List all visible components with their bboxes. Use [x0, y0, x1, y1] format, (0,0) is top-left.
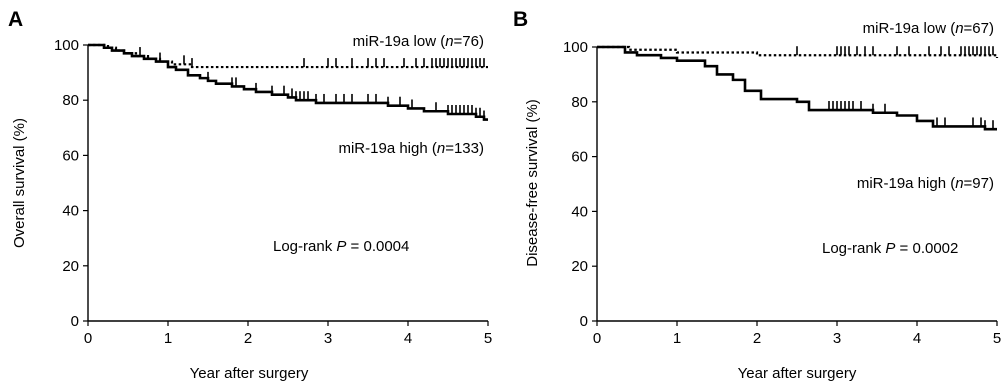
panel-b-y-tick-label: 100 [563, 39, 588, 56]
panel-b-y-tick-label: 40 [571, 203, 588, 220]
panel-b-x-tick-label: 3 [833, 330, 841, 347]
panel-a-x-tick-label: 3 [324, 330, 332, 347]
panel-a-plot [88, 43, 488, 121]
panel-a-ticks: 0 1 2 3 4 5 0 20 40 60 80 100 [54, 37, 492, 347]
panel-b-plot [597, 45, 999, 131]
panel-a-y-tick-label: 60 [62, 147, 79, 164]
panel-a-x-tick-label: 5 [484, 330, 492, 347]
panel-b-x-label: Year after surgery [738, 365, 857, 382]
panel-a-y-tick-label: 40 [62, 203, 79, 220]
panel-b-ticks: 0 1 2 3 4 5 0 20 40 60 80 100 [563, 39, 1001, 347]
panel-a-y-tick-label: 0 [71, 313, 79, 330]
panel-b-y-tick-label: 60 [571, 149, 588, 166]
panel-a-x-tick-label: 4 [404, 330, 412, 347]
panel-b-high-label: miR-19a high (n=97) [857, 175, 994, 192]
panel-a-low-label: miR-19a low (n=76) [353, 33, 484, 50]
panel-b-y-label: Disease-free survival (%) [524, 99, 541, 267]
panel-a-high-label: miR-19a high (n=133) [338, 140, 484, 157]
panel-b-x-tick-label: 2 [753, 330, 761, 347]
panel-b-x-tick-label: 0 [593, 330, 601, 347]
panel-b-x-tick-label: 5 [993, 330, 1001, 347]
panel-b-high-curve [597, 45, 997, 131]
panel-a-x-tick-label: 1 [164, 330, 172, 347]
panel-b-y-tick-label: 80 [571, 94, 588, 111]
panel-b-logrank: Log-rank P = 0.0002 [822, 240, 958, 257]
panel-a-y-tick-label: 20 [62, 258, 79, 275]
panel-a-x-label: Year after surgery [190, 365, 309, 382]
panel-a-x-tick-label: 0 [84, 330, 92, 347]
panel-a-y-label: Overall survival (%) [11, 118, 28, 248]
panel-b-letter: B [513, 8, 528, 31]
panel-a-x-tick-label: 2 [244, 330, 252, 347]
panel-a-logrank: Log-rank P = 0.0004 [273, 238, 409, 255]
panel-b-x-tick-label: 1 [673, 330, 681, 347]
panel-a-letter: A [8, 8, 23, 31]
panel-b-y-tick-label: 20 [571, 258, 588, 275]
panel-b-x-tick-label: 4 [913, 330, 921, 347]
panel-a-y-tick-label: 100 [54, 37, 79, 54]
panel-a-y-tick-label: 80 [62, 92, 79, 109]
panel-b-y-tick-label: 0 [580, 313, 588, 330]
panel-b-low-label: miR-19a low (n=67) [863, 20, 994, 37]
